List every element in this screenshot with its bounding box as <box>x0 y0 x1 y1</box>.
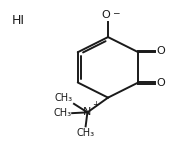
Text: CH₃: CH₃ <box>53 108 71 118</box>
Text: HI: HI <box>12 14 25 27</box>
Text: +: + <box>92 100 99 109</box>
Text: CH₃: CH₃ <box>55 93 73 103</box>
Text: CH₃: CH₃ <box>77 128 95 138</box>
Text: −: − <box>112 9 119 18</box>
Text: O: O <box>102 10 111 20</box>
Text: O: O <box>156 46 165 56</box>
Text: N: N <box>83 107 92 117</box>
Text: O: O <box>156 78 165 88</box>
